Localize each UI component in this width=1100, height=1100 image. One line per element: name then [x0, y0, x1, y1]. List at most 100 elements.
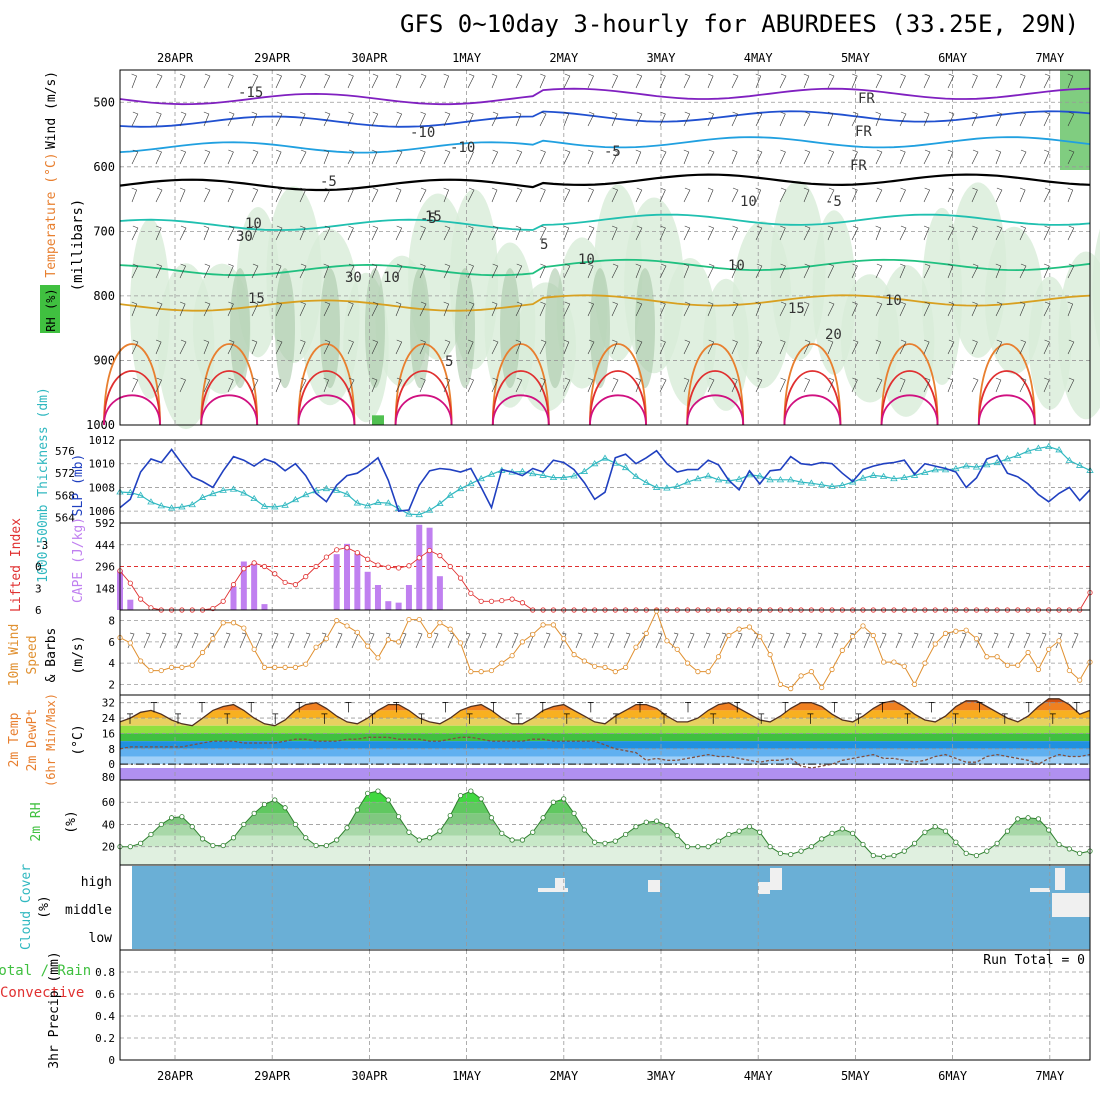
thickness-marker — [1075, 461, 1084, 468]
contour-label: -10 — [410, 125, 435, 141]
wind-marker — [468, 669, 474, 675]
wind-barb — [287, 632, 295, 649]
wind-barb — [275, 111, 283, 127]
wind-barb — [875, 111, 881, 127]
thickness-marker — [560, 473, 568, 481]
wind-barb — [159, 632, 167, 649]
wind-barb — [803, 339, 811, 355]
wind-marker — [571, 652, 577, 658]
chart-title: GFS 0~10day 3-hourly for ABURDEES (33.25… — [400, 10, 1080, 38]
wind-barb — [179, 263, 187, 279]
thickness-marker — [590, 460, 599, 467]
rh-marker — [973, 852, 980, 859]
rh-marker — [571, 810, 577, 816]
temp-tick: 80 — [102, 771, 115, 784]
contour-label: -15 — [238, 85, 263, 101]
wind-barb — [539, 225, 547, 241]
warm-contour — [686, 343, 745, 426]
wind-barb — [275, 225, 283, 241]
wind-barb — [539, 187, 546, 203]
rh-marker — [623, 831, 629, 838]
warm-contour — [394, 394, 453, 426]
wind-barb — [155, 377, 163, 393]
rh-marker — [499, 830, 505, 836]
wind-barb — [587, 73, 594, 89]
wind-barb — [731, 339, 738, 355]
wind-barb — [251, 301, 259, 317]
thickness-marker — [425, 506, 434, 513]
temp-tick: 32 — [102, 697, 115, 710]
pressure-tick: 800 — [93, 289, 115, 303]
rh-marker — [334, 837, 340, 843]
rh-marker — [292, 821, 299, 828]
wind-barb — [851, 111, 859, 127]
temp-tick: 16 — [102, 727, 115, 740]
pressure-tick: 600 — [93, 160, 115, 174]
wind-barb — [371, 111, 379, 127]
thickness-marker — [415, 510, 423, 518]
thickness-marker — [621, 463, 630, 471]
wind-barb — [1019, 263, 1027, 279]
minmax-tick — [637, 702, 643, 713]
rh-shading — [545, 268, 565, 389]
lifted-marker — [138, 596, 144, 602]
wind-barb — [591, 632, 599, 649]
precip-frame — [119, 949, 1091, 1061]
thickness-marker — [436, 499, 444, 507]
wind-barb — [155, 187, 163, 203]
wind-barb — [923, 187, 931, 203]
minmax-tick — [515, 713, 522, 724]
minmax-tick — [685, 702, 691, 713]
cross-section-frame — [119, 69, 1091, 426]
wind-barb — [563, 149, 571, 165]
lifted-marker — [148, 605, 154, 611]
rh-marker — [932, 824, 938, 830]
wind-barb — [419, 225, 426, 241]
lifted-label: Lifted Index — [9, 518, 24, 612]
wind-barb — [203, 339, 210, 355]
wind-barb — [755, 339, 763, 355]
wind-barb — [995, 187, 1003, 203]
precip-legend-total: Total / Rain — [0, 963, 91, 979]
cape-bar — [251, 562, 258, 610]
wind-barb — [1055, 632, 1063, 649]
wind-barb — [131, 339, 139, 355]
wind-barb — [947, 73, 955, 89]
thickness-marker — [828, 482, 836, 489]
lifted-marker — [323, 554, 329, 560]
wind-barb — [611, 149, 619, 165]
wind-barb — [179, 301, 186, 317]
cloud-gap — [1055, 868, 1065, 890]
thickness-marker — [570, 472, 578, 479]
wind-barb — [755, 73, 762, 89]
date-label-bottom: 4MAY — [744, 1069, 774, 1083]
wind-barb — [395, 73, 402, 89]
rh-marker — [1046, 827, 1052, 833]
wind-barb — [179, 73, 186, 89]
wind-barb — [559, 632, 567, 649]
wind-barb — [415, 632, 423, 649]
wind-barb — [371, 187, 379, 203]
wind-barb — [395, 225, 403, 241]
wind-barb — [875, 73, 883, 89]
warm-contour — [783, 394, 842, 426]
thickness-marker — [694, 474, 702, 482]
minmax-tick — [613, 713, 619, 724]
wind-barb — [1019, 73, 1026, 89]
rh-marker — [942, 828, 949, 834]
thickness-marker — [281, 501, 289, 508]
rh-marker — [437, 828, 443, 834]
precip-legend-convective: Convective — [0, 985, 84, 1001]
contour-label: FR — [858, 91, 875, 107]
wind-marker — [612, 669, 618, 675]
wind-unit-label: (m/s) — [71, 635, 86, 674]
rh-marker — [344, 825, 350, 831]
wind-barb — [515, 187, 523, 203]
rh-shading — [372, 415, 384, 425]
temperature-label: Temperature (°C) — [44, 152, 59, 277]
wind-barb — [851, 187, 858, 203]
thickness-marker — [529, 469, 537, 477]
date-label-top: 4MAY — [744, 51, 774, 65]
cloud-gap — [1030, 888, 1050, 892]
